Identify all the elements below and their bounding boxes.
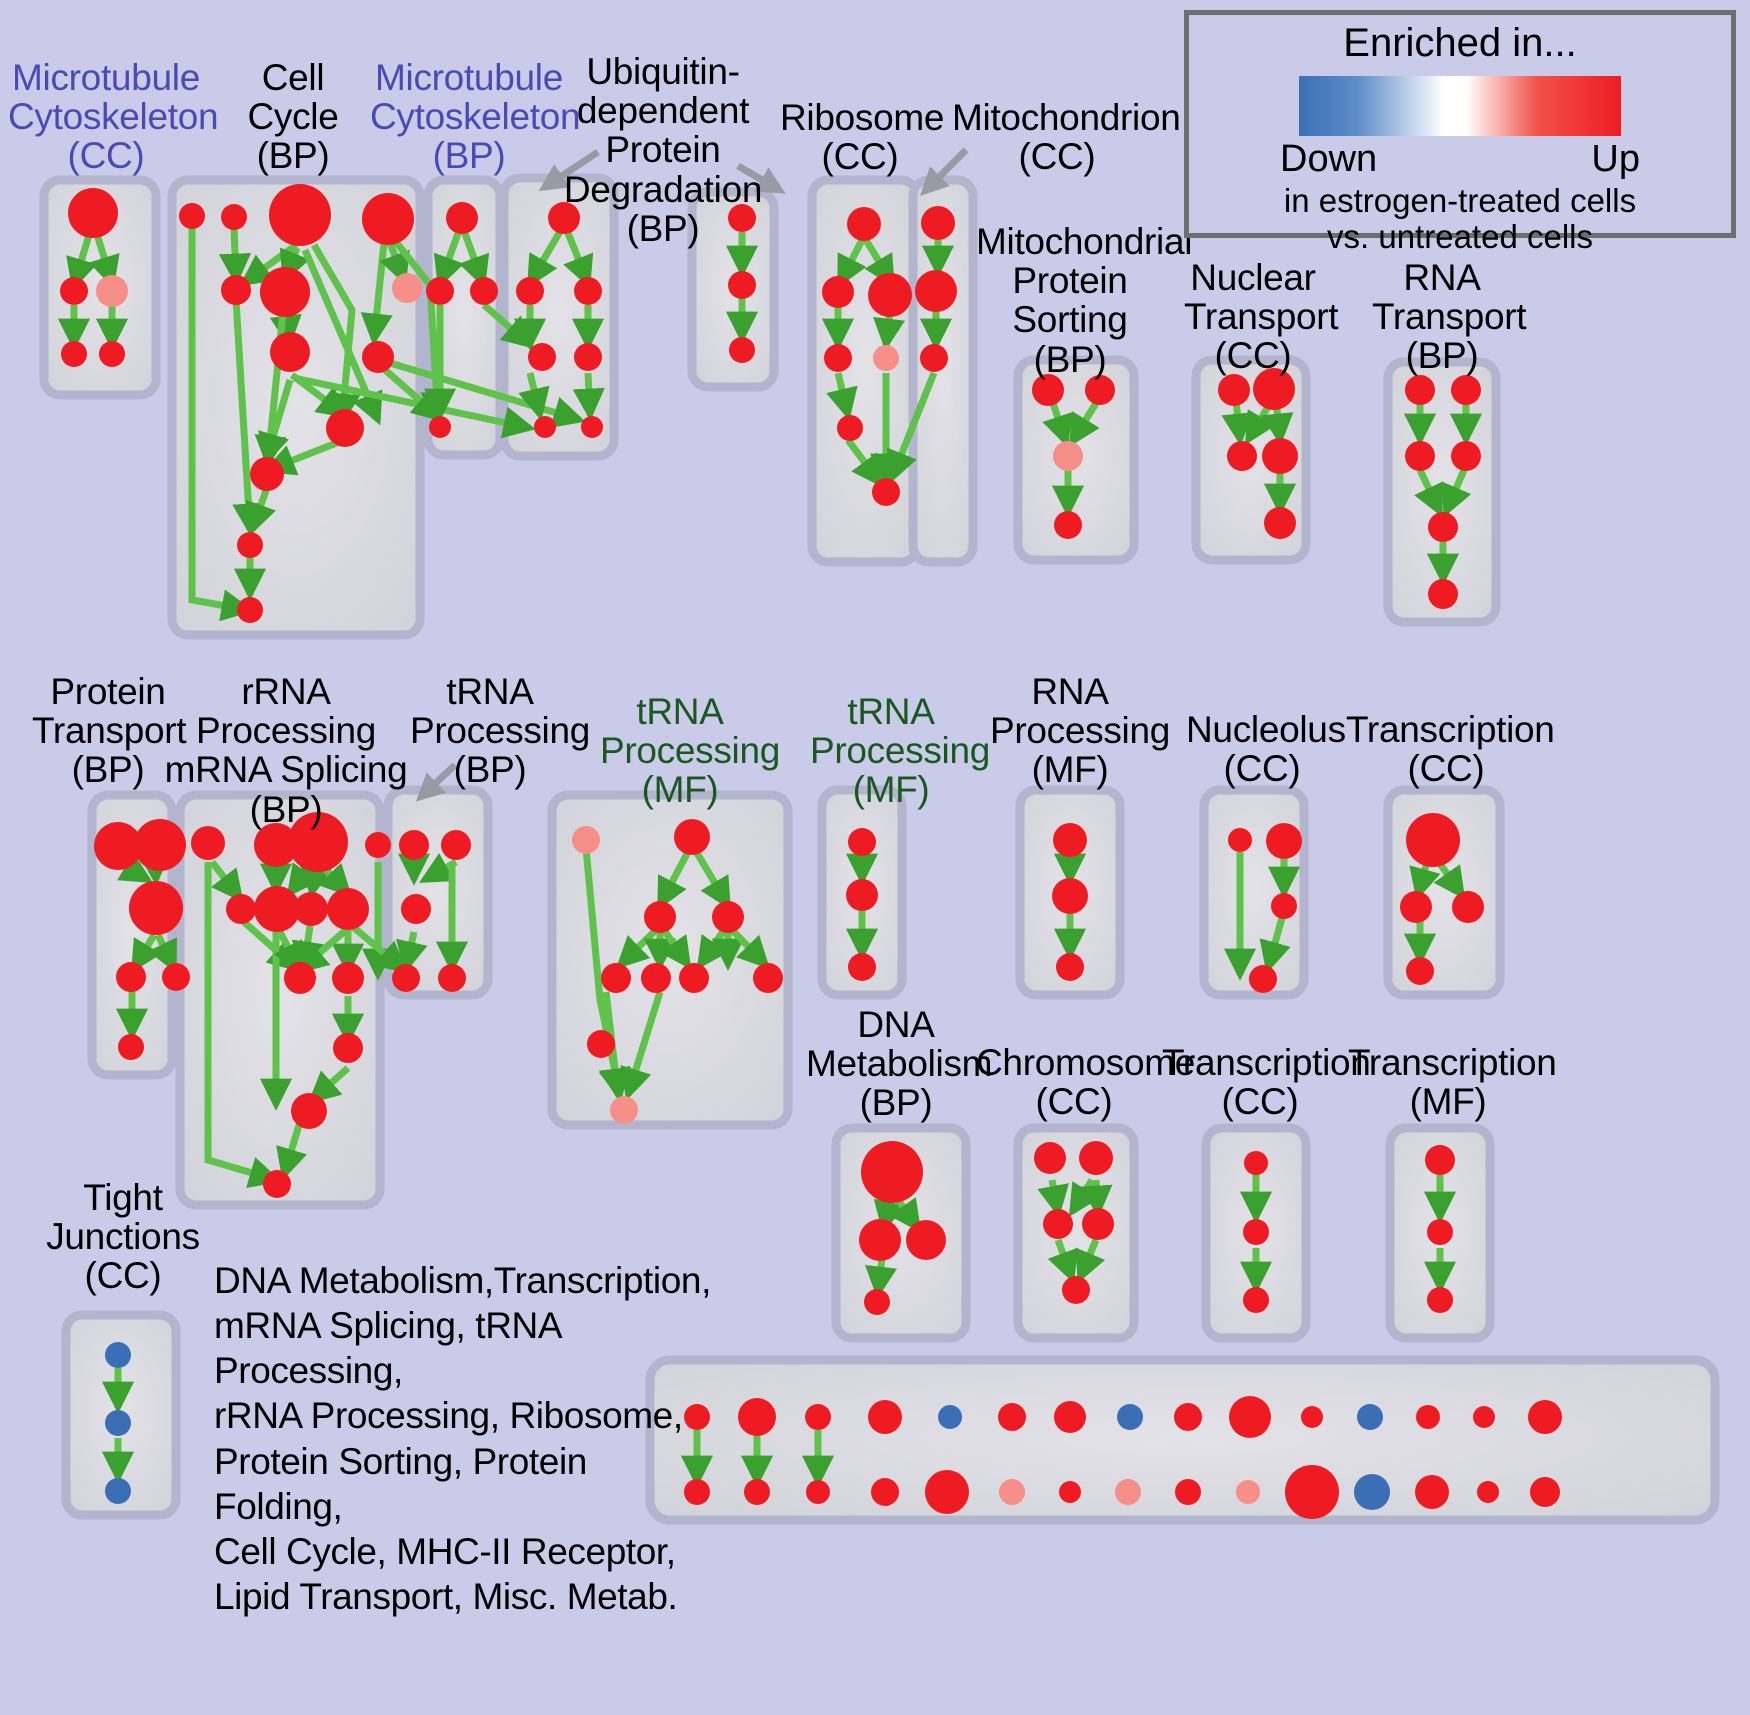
misc-category-list: DNA Metabolism,Transcription, mRNA Splic… xyxy=(214,1260,711,1617)
nodes xyxy=(60,184,1562,1519)
legend-caption: in estrogen-treated cells vs. untreated … xyxy=(1283,182,1637,255)
legend-title: Enriched in... xyxy=(1343,21,1577,65)
group-label-rna-transport-bp: RNA Transport (BP) xyxy=(1372,257,1527,377)
group-label-mitochondrial-protein-sorting-bp: Mitochondrial Protein Sorting (BP) xyxy=(976,221,1193,380)
group-label-protein-transport-bp: Protein Transport (BP) xyxy=(32,671,187,791)
group-label-chromosome-cc: Chromosome (CC) xyxy=(976,1042,1196,1123)
group-label-nuclear-transport-cc: Nuclear Transport (CC) xyxy=(1184,257,1339,377)
group-label-trna-processing-mf-1: tRNA Processing (MF) xyxy=(600,691,781,811)
legend-low-label: Down xyxy=(1280,138,1378,180)
group-label-tight-junctions-cc: Tight Junctions (CC) xyxy=(46,1177,200,1297)
group-label-cell-cycle-bp: Cell Cycle (BP) xyxy=(247,57,339,177)
group-label-transcription-mf: Transcription (MF) xyxy=(1348,1042,1557,1123)
group-label-microtubule-cytoskeleton-bp: Microtubule Cytoskeleton (BP) xyxy=(370,57,581,177)
edges xyxy=(57,223,1483,1488)
group-label-transcription-cc-2: Transcription (CC) xyxy=(1162,1042,1371,1123)
group-label-ubiquitin-dependent-protein-degradation-bp: Ubiquitin- dependent Protein Degradation… xyxy=(563,51,763,249)
group-label-mitochondrion-cc: Mitochondrion (CC) xyxy=(952,97,1181,178)
group-label-dna-metabolism-bp: DNA Metabolism (BP) xyxy=(806,1004,993,1124)
group-label-transcription-cc-1: Transcription (CC) xyxy=(1346,709,1555,790)
group-label-ribosome-cc: Ribosome (CC) xyxy=(780,97,945,178)
group-label-trna-processing-mf-2: tRNA Processing (MF) xyxy=(810,691,991,811)
group-label-trna-processing-bp: tRNA Processing (BP) xyxy=(410,671,591,791)
color-legend: Enriched in... Down Up in estrogen-treat… xyxy=(1184,10,1736,254)
pointer-arrows xyxy=(415,147,969,802)
group-label-microtubule-cytoskeleton-cc: Microtubule Cytoskeleton (CC) xyxy=(8,57,219,177)
group-label-rrna-processing-mrna-splicing-bp: rRNA Processing mRNA Splicing (BP) xyxy=(164,671,408,830)
legend-gradient-bar xyxy=(1299,76,1621,136)
legend-high-label: Up xyxy=(1591,138,1640,180)
group-label-rna-processing-mf: RNA Processing (MF) xyxy=(990,671,1171,791)
group-label-nucleolus-cc: Nucleolus (CC) xyxy=(1186,709,1346,790)
